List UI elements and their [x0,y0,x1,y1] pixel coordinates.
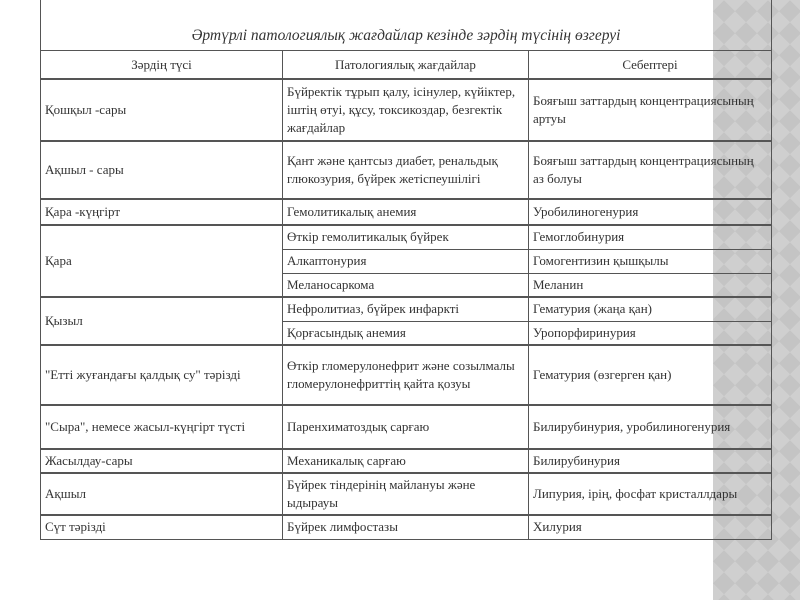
cell-condition: Бүйрек лимфостазы [282,514,529,540]
cell-condition: Нефролитиаз, бүйрек инфаркті [282,296,529,322]
cell-cause: Гематурия (өзгерген қан) [527,344,773,406]
cell-cause: Бояғыш заттардың концентрациясының артуы [527,78,773,142]
cell-condition: Қорғасындық анемия [282,320,529,346]
cell-urine-color: "Етті жуғандағы қалдық су" тәрізді [40,344,283,406]
cell-condition: Меланосаркома [282,272,529,298]
cell-cause: Гемоглобинурия [527,224,773,250]
cell-condition: Паренхиматоздық сарғаю [282,404,529,450]
cell-urine-color: Қызыл [40,296,283,346]
cell-cause: Гематурия (жаңа қан) [527,296,773,322]
cell-cause: Липурия, ірің, фосфат кристаллдары [527,472,773,516]
cell-cause: Меланин [527,272,773,298]
table-row: Алкаптонурия Гомогентизин қышқылы [41,248,773,274]
table-row: "Сыра", немесе жасыл-күңгірт түсті Паренх… [40,404,773,450]
cell-condition: Бүйректік тұрып қалу, ісінулер, күйіктер… [282,78,529,142]
header-causes: Себептері [527,50,773,80]
cell-condition: Гемолитикалық анемия [282,198,529,226]
cell-urine-color: Қара -күңгірт [40,198,283,226]
cell-cause: Хилурия [527,514,773,540]
cell-condition: Өткір гломерулонефрит және созылмалы гло… [282,344,529,406]
table-title: Әртүрлі патологиялық жағдайлар кезінде з… [39,0,773,51]
cell-urine-color: Ақшыл - сары [40,140,283,200]
cell-cause: Билирубинурия [527,448,773,474]
cell-condition: Бүйрек тіндерінің майлануы және ыдырауы [282,472,529,516]
table-row: Ақшыл Бүйрек тіндерінің майлануы және ыды… [40,472,773,516]
table-row: Сүт тәрізді Бүйрек лимфостазы Хилурия [40,514,773,540]
cell-cause: Гомогентизин қышқылы [527,248,773,274]
cell-urine-color: "Сыра", немесе жасыл-күңгірт түсті [40,404,283,450]
cell-urine-color: Жасылдау-сары [40,448,283,474]
cell-cause: Уробилиногенурия [527,198,773,226]
table-row: Ақшыл - сары Қант және қантсыз диабет, ре… [40,140,773,200]
cell-urine-color: Сүт тәрізді [40,514,283,540]
cell-condition: Механикалық сарғаю [282,448,529,474]
cell-cause: Бояғыш заттардың концентрациясының аз бо… [527,140,773,200]
cell-cause: Уропорфиринурия [527,320,773,346]
table-row: Қошқыл -сары Бүйректік тұрып қалу, ісінул… [40,78,773,142]
table-row: Қара -күңгірт Гемолитикалық анемия Уробили… [40,198,773,226]
cell-cause: Билирубинурия, уробилиногенурия [527,404,773,450]
cell-condition: Алкаптонурия [282,248,529,274]
table-row: Жасылдау-сары Механикалық сарғаю Билирубин… [40,448,773,474]
header-pathological-conditions: Патологиялық жағдайлар [282,50,529,80]
cell-urine-color: Ақшыл [40,472,283,516]
urine-color-table: Әртүрлі патологиялық жағдайлар кезінде з… [39,0,773,540]
table-row: Қара Өткір гемолитикалық бүйрек Гемоглобин… [40,224,773,298]
cell-urine-color: Қошқыл -сары [40,78,283,142]
cell-condition: Өткір гемолитикалық бүйрек [282,224,529,250]
table-row: Қорғасындық анемия Уропорфиринурия [41,320,773,346]
cell-condition: Қант және қантсыз диабет, ренальдық глюк… [282,140,529,200]
table-row: "Етті жуғандағы қалдық су" тәрізді Өткір … [40,344,773,406]
table-row: Қызыл Нефролитиаз, бүйрек инфаркті Гематур… [40,296,773,346]
header-urine-color: Зәрдің түсі [40,50,283,80]
table-row: Меланосаркома Меланин [41,272,773,298]
cell-urine-color: Қара [40,224,283,298]
